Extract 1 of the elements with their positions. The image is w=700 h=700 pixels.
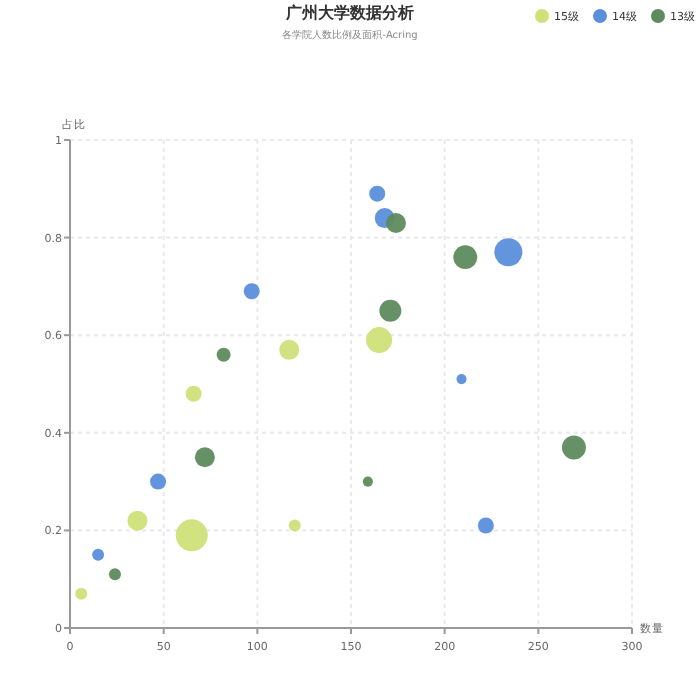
chart-title: 广州大学数据分析 <box>284 4 414 22</box>
